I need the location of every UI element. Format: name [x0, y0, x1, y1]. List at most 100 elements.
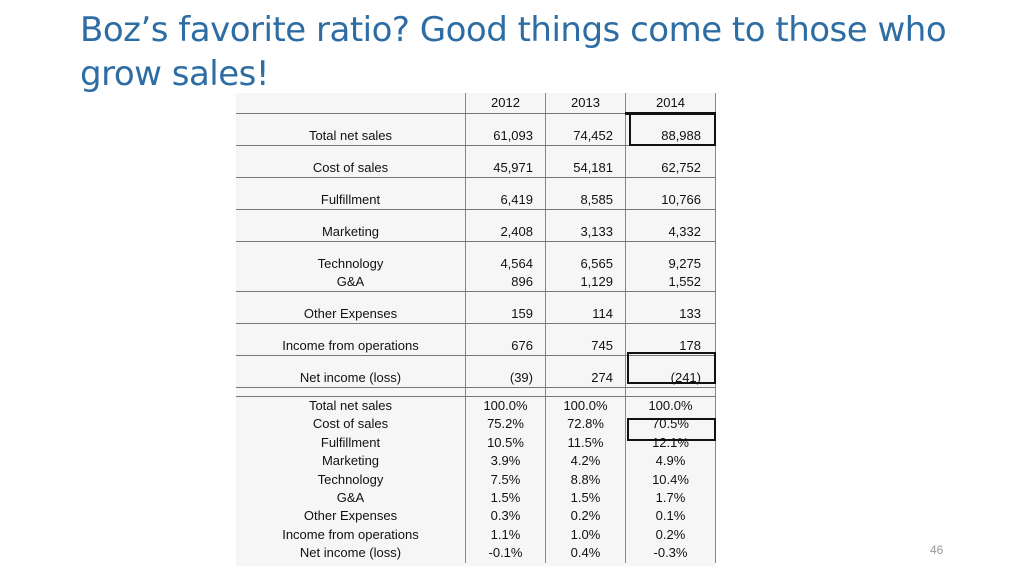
cell-value: 0.3% — [465, 507, 546, 526]
cell-value: 12.1% — [625, 433, 716, 453]
cell-value: 0.2% — [545, 507, 626, 526]
cell-value: 745 — [545, 337, 626, 356]
cell-value: 4.9% — [625, 452, 716, 471]
percent-row: Net income (loss) -0.1% 0.4% -0.3% — [236, 544, 716, 563]
cell-value: 0.2% — [625, 525, 716, 545]
cell-value: (39) — [465, 369, 546, 388]
table-row: Cost of sales 45,971 54,181 62,752 — [236, 159, 716, 178]
table-row: Total net sales 61,093 74,452 88,988 — [236, 127, 716, 146]
cell-value: 45,971 — [465, 159, 546, 178]
cell-value: 0.1% — [625, 507, 716, 526]
percent-row: Total net sales 100.0% 100.0% 100.0% — [236, 396, 716, 416]
row-label: Technology — [236, 255, 466, 273]
cell-value: 100.0% — [545, 396, 626, 416]
year-header-row: 2012 2013 2014 — [236, 93, 716, 115]
cell-value: 10.5% — [465, 433, 546, 453]
cell-value: 62,752 — [625, 159, 716, 178]
cell-value: 8.8% — [545, 470, 626, 490]
cell-value: 178 — [625, 337, 716, 356]
row-label: Income from operations — [236, 525, 466, 545]
percent-row: Other Expenses 0.3% 0.2% 0.1% — [236, 507, 716, 526]
cell-value: 1.0% — [545, 525, 626, 545]
cell-value: (241) — [625, 369, 716, 388]
cell-value: 2,408 — [465, 223, 546, 242]
cell-value: -0.3% — [625, 544, 716, 563]
row-label: Total net sales — [236, 396, 466, 416]
table-row: Income from operations 676 745 178 — [236, 337, 716, 356]
table-row: Net income (loss) (39) 274 (241) — [236, 369, 716, 388]
cell-value: 10,766 — [625, 191, 716, 210]
spacer-row — [236, 387, 716, 397]
spacer-row — [236, 241, 716, 255]
row-label: Net income (loss) — [236, 369, 466, 388]
cell-value: 11.5% — [545, 433, 626, 453]
table-row: Other Expenses 159 114 133 — [236, 305, 716, 324]
cell-value: 676 — [465, 337, 546, 356]
cell-value: 1,552 — [625, 273, 716, 292]
financial-table: 2012 2013 2014 Total net sales 61,093 74… — [236, 93, 716, 563]
cell-value: 1.5% — [545, 489, 626, 508]
cell-value: 8,585 — [545, 191, 626, 210]
row-label: Fulfillment — [236, 191, 466, 210]
slide-title: Boz’s favorite ratio? Good things come t… — [80, 10, 947, 94]
row-label: Net income (loss) — [236, 544, 466, 563]
cell-value: -0.1% — [465, 544, 546, 563]
row-label: Fulfillment — [236, 433, 466, 453]
cell-value: 159 — [465, 305, 546, 324]
row-label: Technology — [236, 470, 466, 490]
cell-value: 4,332 — [625, 223, 716, 242]
spacer-row — [236, 145, 716, 159]
percent-row: G&A 1.5% 1.5% 1.7% — [236, 489, 716, 508]
row-label: Marketing — [236, 452, 466, 471]
cell-value: 88,988 — [625, 127, 716, 146]
spacer-row — [236, 355, 716, 369]
year-header: 2014 — [625, 93, 716, 115]
row-label: Other Expenses — [236, 305, 466, 324]
percent-row: Marketing 3.9% 4.2% 4.9% — [236, 452, 716, 471]
cell-value: 70.5% — [625, 415, 716, 434]
cell-value: 3.9% — [465, 452, 546, 471]
financial-table-container: 2012 2013 2014 Total net sales 61,093 74… — [236, 93, 716, 566]
cell-value: 7.5% — [465, 470, 546, 490]
cell-value: 1.7% — [625, 489, 716, 508]
slide-number: 46 — [930, 543, 944, 557]
row-label: Income from operations — [236, 337, 466, 356]
cell-value: 100.0% — [465, 396, 546, 416]
table-row: G&A 896 1,129 1,552 — [236, 273, 716, 292]
year-header: 2013 — [545, 93, 626, 114]
cell-value: 54,181 — [545, 159, 626, 178]
cell-value: 1,129 — [545, 273, 626, 292]
row-label: Cost of sales — [236, 159, 466, 178]
spacer-row — [236, 291, 716, 305]
table-row: Technology 4,564 6,565 9,275 — [236, 255, 716, 273]
year-header: 2012 — [465, 93, 546, 114]
cell-value: 3,133 — [545, 223, 626, 242]
row-label: Marketing — [236, 223, 466, 242]
row-label: Cost of sales — [236, 415, 466, 434]
cell-value: 4,564 — [465, 255, 546, 273]
cell-value: 274 — [545, 369, 626, 388]
cell-value: 72.8% — [545, 415, 626, 434]
spacer-row — [236, 209, 716, 223]
row-label: Other Expenses — [236, 507, 466, 526]
spacer-row — [236, 323, 716, 337]
cell-value: 133 — [625, 305, 716, 324]
cell-value: 0.4% — [545, 544, 626, 563]
cell-value: 74,452 — [545, 127, 626, 146]
cell-value: 61,093 — [465, 127, 546, 146]
cell-value: 100.0% — [625, 396, 716, 416]
spacer-row — [236, 113, 716, 127]
cell-value: 4.2% — [545, 452, 626, 471]
percent-row: Income from operations 1.1% 1.0% 0.2% — [236, 525, 716, 545]
cell-value: 1.1% — [465, 525, 546, 545]
spacer-row — [236, 177, 716, 191]
row-label: G&A — [236, 273, 466, 292]
cell-value: 114 — [545, 305, 626, 324]
cell-value: 75.2% — [465, 415, 546, 434]
table-row: Fulfillment 6,419 8,585 10,766 — [236, 191, 716, 210]
cell-value: 1.5% — [465, 489, 546, 508]
cell-value: 6,565 — [545, 255, 626, 273]
row-label: Total net sales — [236, 127, 466, 146]
row-label: G&A — [236, 489, 466, 508]
cell-value: 6,419 — [465, 191, 546, 210]
